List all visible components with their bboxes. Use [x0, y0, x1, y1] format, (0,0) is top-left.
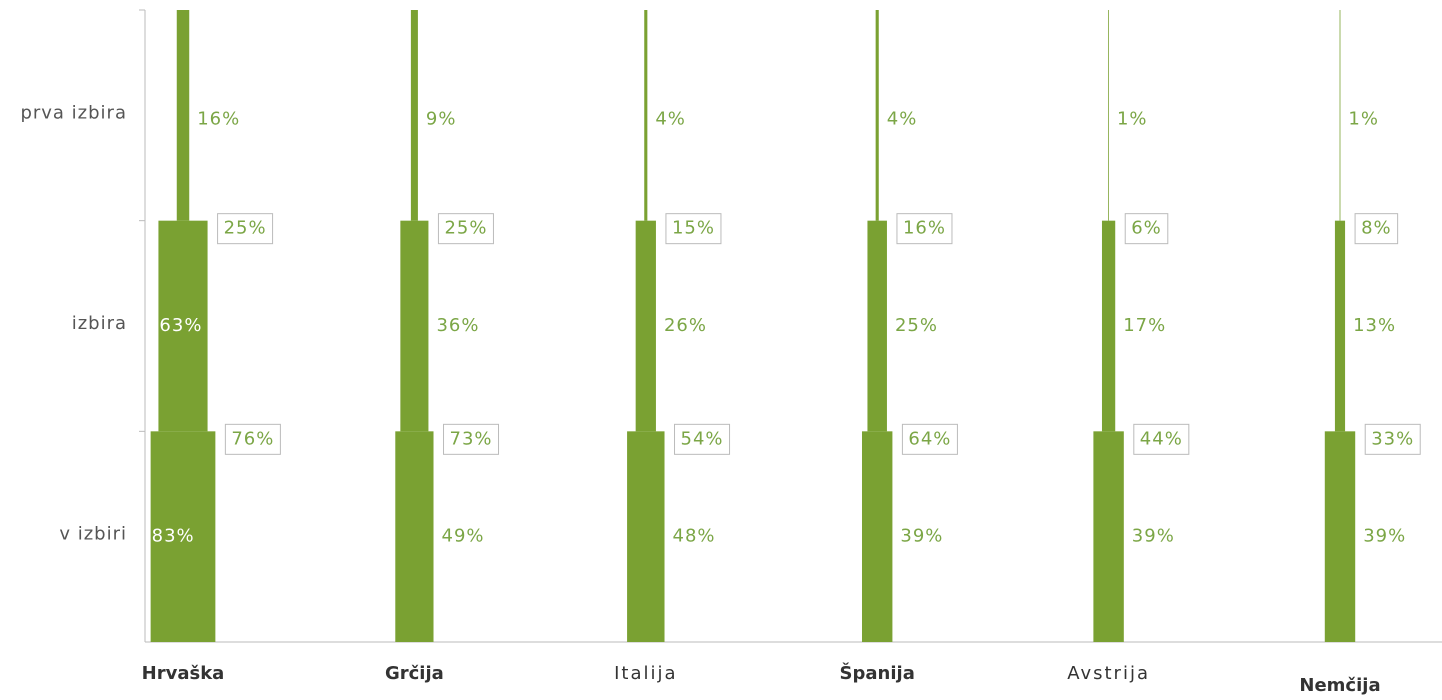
value-label: 25% [895, 315, 938, 336]
value-label: 83% [152, 526, 195, 547]
category-label: Avstrija [1067, 663, 1150, 684]
conversion-label: 8% [1361, 218, 1392, 239]
conversion-label: 44% [1140, 428, 1183, 449]
conversion-box [224, 423, 281, 455]
bar [1101, 220, 1116, 432]
level-label: v izbiri [59, 524, 127, 545]
bar [635, 220, 656, 432]
value-label: 48% [673, 526, 716, 547]
value-label: 4% [655, 108, 686, 129]
bar [1093, 431, 1124, 642]
bar [400, 220, 429, 432]
value-label: 39% [900, 526, 943, 547]
conversion-box [896, 213, 953, 245]
conversion-box [437, 213, 494, 245]
category-label: Grčija [385, 663, 444, 684]
bar [1324, 431, 1356, 642]
bar [867, 220, 887, 432]
level-label: prva izbira [20, 102, 127, 123]
value-label: 63% [159, 315, 202, 336]
conversion-label: 54% [681, 428, 724, 449]
conversion-box [1124, 213, 1169, 245]
value-label: 9% [426, 108, 457, 129]
bar [1108, 10, 1109, 221]
conversion-label: 76% [231, 428, 274, 449]
value-label: 1% [1117, 108, 1148, 129]
conversion-box [901, 423, 958, 455]
bar [150, 431, 216, 642]
conversion-label: 15% [672, 218, 715, 239]
bar [627, 431, 665, 642]
value-label: 36% [436, 315, 479, 336]
conversion-label: 73% [450, 428, 493, 449]
value-label: 17% [1123, 315, 1166, 336]
level-label: izbira [72, 313, 127, 334]
category-label: Hrvaška [142, 663, 225, 684]
conversion-box [443, 423, 500, 455]
conversion-box [217, 213, 274, 245]
bar [176, 10, 190, 221]
conversion-label: 64% [908, 428, 951, 449]
conversion-box [1364, 423, 1421, 455]
value-label: 39% [1363, 526, 1406, 547]
conversion-label: 16% [903, 218, 946, 239]
bar [410, 10, 418, 221]
bar [158, 220, 208, 432]
conversion-box [674, 423, 731, 455]
value-label: 39% [1132, 526, 1175, 547]
conversion-box [665, 213, 722, 245]
bar [644, 10, 648, 221]
category-label: Italija [614, 663, 677, 684]
conversion-box [1133, 423, 1190, 455]
bar [861, 431, 893, 642]
value-label: 49% [442, 526, 485, 547]
value-label: 26% [664, 315, 707, 336]
bar [1339, 10, 1341, 221]
value-label: 16% [197, 108, 240, 129]
conversion-box [1354, 213, 1399, 245]
bar [875, 10, 879, 221]
value-label: 1% [1348, 108, 1379, 129]
category-label: Nemčija [1299, 675, 1380, 696]
bar [395, 431, 434, 642]
bar [1334, 220, 1346, 432]
value-label: 13% [1353, 315, 1396, 336]
conversion-label: 25% [444, 218, 487, 239]
conversion-label: 6% [1131, 218, 1162, 239]
category-label: Španija [840, 662, 915, 684]
conversion-label: 33% [1371, 428, 1414, 449]
conversion-label: 25% [224, 218, 267, 239]
value-label: 4% [887, 108, 918, 129]
